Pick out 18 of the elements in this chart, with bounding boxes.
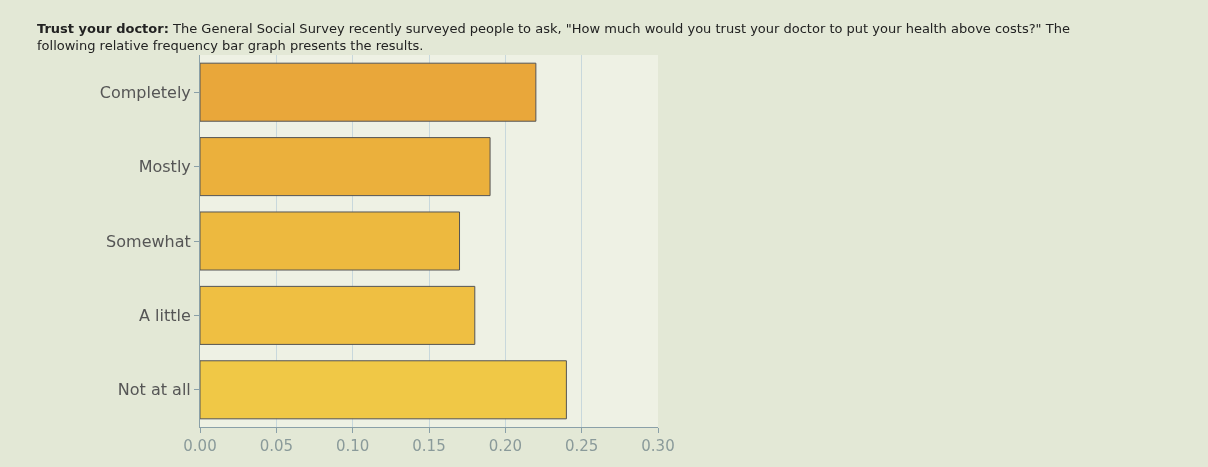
bar — [200, 360, 567, 420]
y-tick-label: Somewhat — [106, 231, 191, 251]
y-tick-label: Not at all — [117, 380, 191, 400]
bar — [200, 137, 491, 197]
x-tick-label: 0.05 — [259, 437, 294, 455]
bar — [200, 211, 461, 271]
chart-title: Trust your doctor: — [37, 21, 169, 36]
x-tick-label: 0.30 — [641, 437, 675, 455]
bar — [200, 62, 537, 122]
x-tick-label: 0.10 — [335, 437, 370, 455]
x-tick-label: 0.20 — [488, 437, 523, 455]
x-tick-label: 0.00 — [183, 437, 217, 455]
y-tick-label: Completely — [99, 82, 191, 102]
x-tick-label: 0.25 — [564, 437, 599, 455]
bar — [200, 285, 476, 345]
y-tick-label: A little — [139, 306, 191, 325]
x-tick-label: 0.15 — [412, 437, 446, 455]
y-tick-label: Mostly — [138, 157, 191, 177]
